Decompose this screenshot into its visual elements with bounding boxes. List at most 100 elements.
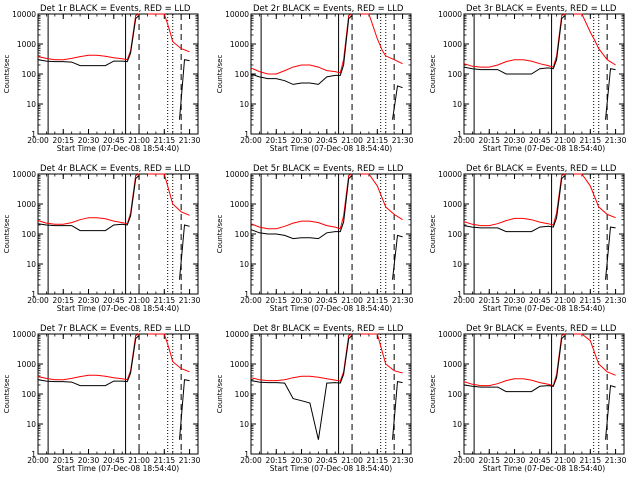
y-tick-label: 100	[22, 230, 37, 239]
y-tick-label: 10000	[225, 10, 249, 19]
x-tick-label: 20:15	[265, 456, 287, 465]
plot-frame	[463, 13, 625, 135]
x-tick-label: 21:00	[341, 456, 363, 465]
x-axis-label: Start Time (07-Dec-08 18:54:40)	[483, 144, 605, 153]
x-tick-label: 21:00	[128, 136, 150, 145]
x-tick-label: 20:00	[27, 136, 49, 145]
x-tick-label: 21:00	[554, 456, 576, 465]
lld-series-line	[573, 13, 616, 66]
y-tick-label: 1	[457, 130, 462, 139]
x-axis-label: Start Time (07-Dec-08 18:54:40)	[57, 304, 179, 313]
x-tick-label: 21:30	[179, 296, 201, 305]
y-tick-label: 10	[26, 260, 36, 269]
chart-title: Det 1r BLACK = Events, RED = LLD	[40, 4, 191, 14]
lld-series-line	[250, 333, 353, 382]
events-series-line	[605, 68, 616, 120]
y-tick-label: 1000	[17, 40, 36, 49]
events-series-line	[37, 175, 140, 232]
lld-series-line	[37, 13, 140, 61]
y-tick-label: 10000	[225, 170, 249, 179]
events-series-line	[250, 175, 353, 240]
x-tick-label: 21:30	[392, 456, 414, 465]
events-series-line	[37, 335, 140, 387]
plot-frame	[463, 173, 625, 295]
chart-title: Det 4r BLACK = Events, RED = LLD	[40, 164, 191, 174]
x-axis-label: Start Time (07-Dec-08 18:54:40)	[483, 304, 605, 313]
x-tick-label: 20:00	[453, 296, 475, 305]
y-tick-label: 100	[448, 390, 463, 399]
x-tick-label: 20:15	[52, 456, 74, 465]
lld-series-line	[463, 13, 566, 68]
y-tick-label: 100	[235, 230, 250, 239]
x-tick-label: 21:15	[580, 296, 602, 305]
chart-title: Det 8r BLACK = Events, RED = LLD	[253, 324, 404, 334]
chart-title: Det 2r BLACK = Events, RED = LLD	[253, 4, 404, 14]
y-tick-label: 100	[22, 70, 37, 79]
x-tick-label: 20:45	[316, 456, 338, 465]
events-series-line	[179, 379, 190, 440]
x-tick-label: 21:00	[554, 136, 576, 145]
y-tick-label: 10000	[438, 10, 462, 19]
x-tick-label: 21:00	[128, 456, 150, 465]
y-tick-label: 1	[244, 130, 249, 139]
x-tick-label: 20:15	[52, 296, 74, 305]
chart-title: Det 7r BLACK = Events, RED = LLD	[40, 324, 191, 334]
x-tick-label: 21:30	[392, 296, 414, 305]
x-tick-label: 21:30	[179, 456, 201, 465]
x-tick-label: 21:30	[605, 296, 627, 305]
chart-title: Det 6r BLACK = Events, RED = LLD	[466, 164, 617, 174]
chart-panel-5: Det 5r BLACK = Events, RED = LLD Counts/s…	[216, 164, 414, 313]
y-tick-label: 100	[448, 230, 463, 239]
x-tick-label: 20:45	[103, 296, 125, 305]
y-tick-label: 10	[452, 100, 462, 109]
y-tick-label: 1000	[17, 200, 36, 209]
y-axis-label: Counts/sec	[216, 55, 224, 94]
chart-panel-3: Det 3r BLACK = Events, RED = LLD Counts/s…	[429, 4, 627, 153]
chart-title: Det 9r BLACK = Events, RED = LLD	[466, 324, 617, 334]
y-tick-label: 10000	[12, 330, 36, 339]
chart-panel-1: Det 1r BLACK = Events, RED = LLD Counts/s…	[3, 4, 201, 153]
y-tick-label: 10000	[225, 330, 249, 339]
x-axis-label: Start Time (07-Dec-08 18:54:40)	[57, 464, 179, 473]
y-tick-label: 100	[22, 390, 37, 399]
x-tick-label: 20:30	[78, 456, 100, 465]
y-tick-label: 1	[457, 450, 462, 459]
y-axis-label: Counts/sec	[216, 215, 224, 254]
x-tick-label: 21:15	[154, 136, 176, 145]
y-axis-label: Counts/sec	[3, 375, 11, 414]
x-axis-label: Start Time (07-Dec-08 18:54:40)	[270, 304, 392, 313]
y-tick-label: 10	[26, 100, 36, 109]
events-series-line	[179, 59, 190, 120]
x-tick-label: 20:15	[478, 136, 500, 145]
chart-panel-2: Det 2r BLACK = Events, RED = LLD Counts/s…	[216, 4, 414, 153]
x-tick-label: 21:00	[554, 296, 576, 305]
x-tick-label: 20:15	[478, 296, 500, 305]
x-axis-label: Start Time (07-Dec-08 18:54:40)	[270, 464, 392, 473]
x-tick-label: 20:15	[478, 456, 500, 465]
lld-series-line	[360, 173, 403, 221]
x-tick-label: 20:00	[240, 456, 262, 465]
x-tick-label: 21:00	[341, 136, 363, 145]
x-tick-label: 21:30	[605, 136, 627, 145]
x-tick-label: 21:30	[392, 136, 414, 145]
x-tick-label: 21:15	[367, 456, 389, 465]
x-tick-label: 21:15	[154, 296, 176, 305]
chart-panel-8: Det 8r BLACK = Events, RED = LLD Counts/s…	[216, 324, 414, 473]
y-tick-label: 10000	[12, 170, 36, 179]
x-tick-label: 20:45	[316, 136, 338, 145]
lld-series-line	[360, 13, 403, 65]
x-tick-label: 20:00	[240, 136, 262, 145]
y-tick-label: 1	[31, 130, 36, 139]
lld-series-line	[250, 13, 353, 75]
chart-title: Det 3r BLACK = Events, RED = LLD	[466, 4, 617, 14]
x-tick-label: 20:30	[291, 296, 313, 305]
y-tick-label: 100	[235, 70, 250, 79]
y-tick-label: 100	[235, 390, 250, 399]
y-tick-label: 10	[452, 260, 462, 269]
events-series-line	[463, 15, 566, 75]
lld-series-line	[360, 333, 403, 374]
x-tick-label: 20:00	[240, 296, 262, 305]
events-series-line	[392, 85, 403, 120]
x-tick-label: 20:00	[27, 296, 49, 305]
